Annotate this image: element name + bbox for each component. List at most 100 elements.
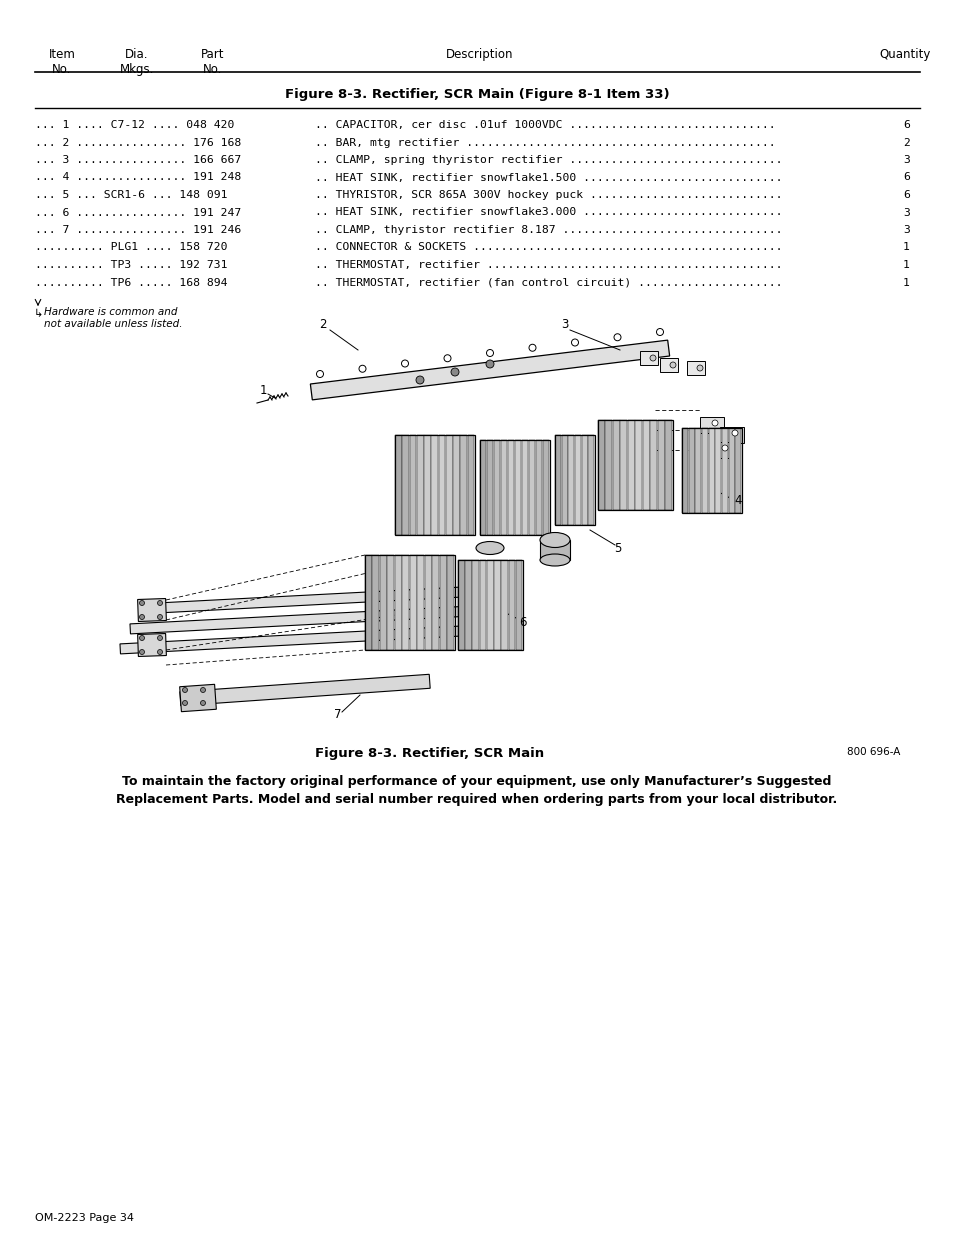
Circle shape bbox=[529, 345, 536, 351]
Circle shape bbox=[649, 354, 656, 361]
Text: .. HEAT SINK, rectifier snowflake1.500 .............................: .. HEAT SINK, rectifier snowflake1.500 .… bbox=[314, 173, 781, 183]
Text: ... 5 ... SCR1-6 ... 148 091: ... 5 ... SCR1-6 ... 148 091 bbox=[35, 190, 227, 200]
Polygon shape bbox=[438, 435, 445, 535]
Polygon shape bbox=[479, 440, 486, 535]
Polygon shape bbox=[439, 555, 447, 650]
Polygon shape bbox=[457, 559, 464, 650]
Polygon shape bbox=[310, 340, 669, 400]
Polygon shape bbox=[447, 555, 454, 650]
Text: 2: 2 bbox=[319, 319, 327, 331]
Polygon shape bbox=[635, 420, 641, 510]
Circle shape bbox=[182, 700, 188, 705]
Text: 3: 3 bbox=[902, 156, 909, 165]
Circle shape bbox=[443, 354, 451, 362]
Polygon shape bbox=[395, 555, 401, 650]
Ellipse shape bbox=[476, 541, 503, 555]
Polygon shape bbox=[642, 420, 649, 510]
Circle shape bbox=[614, 333, 620, 341]
Polygon shape bbox=[665, 420, 672, 510]
Circle shape bbox=[157, 615, 162, 620]
Polygon shape bbox=[708, 429, 714, 513]
Polygon shape bbox=[500, 440, 507, 535]
Polygon shape bbox=[659, 358, 678, 372]
Polygon shape bbox=[472, 559, 478, 650]
Text: .. CLAMP, spring thyristor rectifier ...............................: .. CLAMP, spring thyristor rectifier ...… bbox=[314, 156, 781, 165]
Polygon shape bbox=[179, 674, 430, 705]
Circle shape bbox=[139, 615, 144, 620]
Polygon shape bbox=[445, 435, 453, 535]
Text: 6: 6 bbox=[902, 173, 909, 183]
Circle shape bbox=[451, 368, 458, 375]
Polygon shape bbox=[410, 555, 416, 650]
Polygon shape bbox=[720, 427, 743, 443]
Text: ... 7 ................ 191 246: ... 7 ................ 191 246 bbox=[35, 225, 241, 235]
Polygon shape bbox=[501, 559, 508, 650]
Polygon shape bbox=[486, 559, 493, 650]
Text: ↳: ↳ bbox=[34, 309, 43, 319]
Polygon shape bbox=[688, 429, 694, 513]
Text: To maintain the factory original performance of your equipment, use only Manufac: To maintain the factory original perform… bbox=[122, 776, 831, 788]
Text: not available unless listed.: not available unless listed. bbox=[44, 319, 182, 329]
Text: Replacement Parts. Model and serial number required when ordering parts from you: Replacement Parts. Model and serial numb… bbox=[116, 793, 837, 806]
Text: Dia.
Mkgs.: Dia. Mkgs. bbox=[120, 48, 154, 77]
Polygon shape bbox=[605, 420, 612, 510]
Polygon shape bbox=[516, 559, 522, 650]
Polygon shape bbox=[686, 361, 704, 375]
Text: 6: 6 bbox=[518, 615, 526, 629]
Text: .. THERMOSTAT, rectifier (fan control circuit) .....................: .. THERMOSTAT, rectifier (fan control ci… bbox=[314, 278, 781, 288]
Text: .. THERMOSTAT, rectifier ...........................................: .. THERMOSTAT, rectifier ...............… bbox=[314, 261, 781, 270]
Polygon shape bbox=[555, 435, 560, 525]
Polygon shape bbox=[494, 440, 500, 535]
Polygon shape bbox=[639, 351, 658, 366]
Polygon shape bbox=[372, 555, 379, 650]
Polygon shape bbox=[539, 540, 569, 559]
Circle shape bbox=[486, 350, 493, 357]
Circle shape bbox=[358, 366, 366, 372]
Polygon shape bbox=[529, 440, 535, 535]
Polygon shape bbox=[681, 429, 687, 513]
Polygon shape bbox=[627, 420, 635, 510]
Text: 800 696-A: 800 696-A bbox=[845, 747, 899, 757]
Polygon shape bbox=[619, 420, 627, 510]
Polygon shape bbox=[721, 429, 727, 513]
Polygon shape bbox=[521, 440, 528, 535]
Polygon shape bbox=[424, 435, 431, 535]
Text: .. CLAMP, thyristor rectifier 8.187 ................................: .. CLAMP, thyristor rectifier 8.187 ....… bbox=[314, 225, 781, 235]
Circle shape bbox=[416, 375, 423, 384]
Text: 4: 4 bbox=[734, 494, 741, 506]
Polygon shape bbox=[486, 440, 493, 535]
Polygon shape bbox=[120, 626, 459, 653]
Text: Hardware is common and: Hardware is common and bbox=[44, 308, 177, 317]
Polygon shape bbox=[431, 435, 437, 535]
Text: Item
No.: Item No. bbox=[49, 48, 75, 77]
Circle shape bbox=[656, 329, 662, 336]
Polygon shape bbox=[365, 555, 372, 650]
Polygon shape bbox=[581, 435, 587, 525]
Circle shape bbox=[200, 700, 205, 705]
Polygon shape bbox=[561, 435, 567, 525]
Polygon shape bbox=[613, 420, 619, 510]
Circle shape bbox=[139, 600, 144, 605]
Polygon shape bbox=[701, 429, 707, 513]
Text: Figure 8-3. Rectifier, SCR Main: Figure 8-3. Rectifier, SCR Main bbox=[315, 747, 544, 760]
Polygon shape bbox=[130, 606, 470, 634]
Polygon shape bbox=[695, 429, 700, 513]
Polygon shape bbox=[598, 420, 604, 510]
Circle shape bbox=[731, 430, 738, 436]
Circle shape bbox=[200, 688, 205, 693]
Circle shape bbox=[139, 650, 144, 655]
Polygon shape bbox=[395, 435, 401, 535]
Polygon shape bbox=[588, 435, 594, 525]
Text: Description: Description bbox=[446, 48, 514, 61]
Circle shape bbox=[157, 650, 162, 655]
Circle shape bbox=[711, 420, 718, 426]
Polygon shape bbox=[453, 435, 459, 535]
Polygon shape bbox=[479, 559, 486, 650]
Ellipse shape bbox=[539, 532, 569, 547]
Text: .......... TP3 ..... 192 731: .......... TP3 ..... 192 731 bbox=[35, 261, 227, 270]
Circle shape bbox=[182, 688, 188, 693]
Polygon shape bbox=[700, 417, 723, 433]
Polygon shape bbox=[575, 435, 580, 525]
Text: ... 4 ................ 191 248: ... 4 ................ 191 248 bbox=[35, 173, 241, 183]
Polygon shape bbox=[402, 555, 409, 650]
